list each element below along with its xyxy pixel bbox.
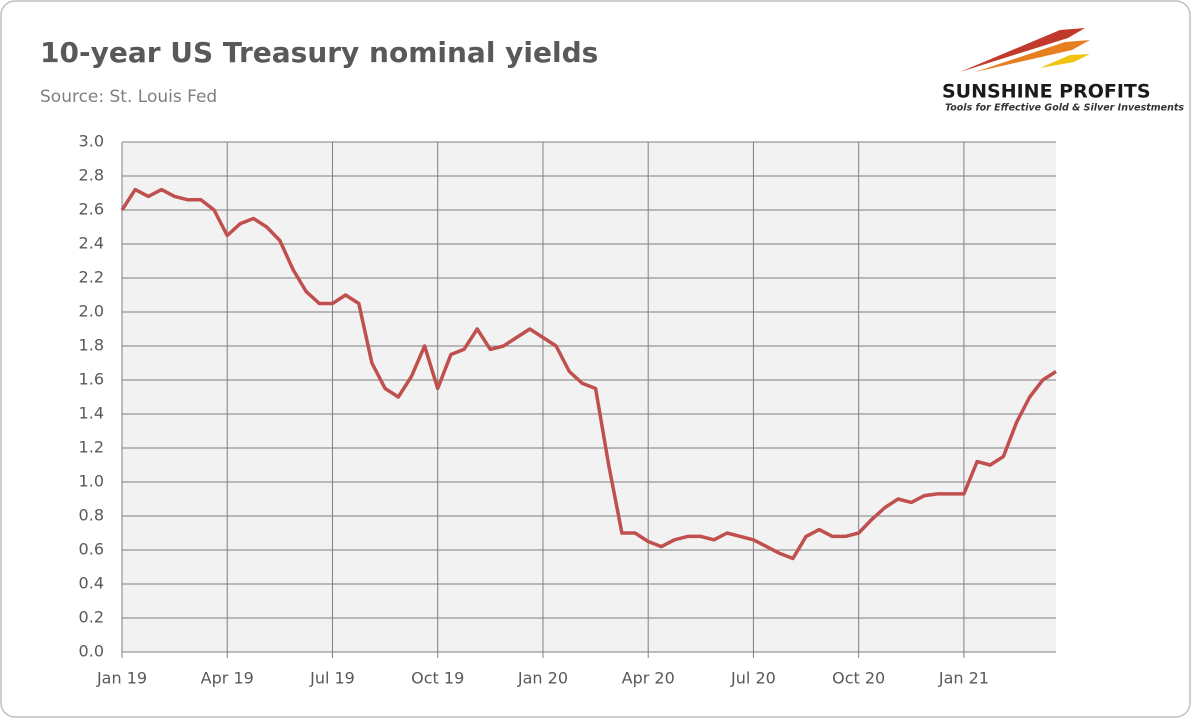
y-tick-label: 2.2 (79, 268, 104, 287)
x-tick-label: Jan 19 (96, 669, 147, 688)
y-tick-label: 1.0 (79, 472, 104, 491)
x-tick-label: Apr 20 (622, 669, 675, 688)
x-tick-label: Oct 20 (832, 669, 885, 688)
y-tick-label: 0.8 (79, 506, 104, 525)
y-tick-label: 1.4 (79, 404, 104, 423)
y-tick-label: 2.6 (79, 200, 104, 219)
logo-tagline: Tools for Effective Gold & Silver Invest… (945, 103, 1184, 114)
x-tick-label: Jan 21 (938, 669, 989, 688)
logo-swoosh (960, 28, 1085, 72)
data-line (120, 187, 1057, 561)
y-tick-label: 2.4 (79, 234, 104, 253)
x-tick-label: Oct 19 (411, 669, 464, 688)
y-tick-label: 0.6 (79, 540, 104, 559)
y-tick-label: 0.2 (79, 608, 104, 627)
plot-area (122, 142, 1056, 652)
y-tick-label: 1.6 (79, 370, 104, 389)
y-tick-label: 2.8 (79, 166, 104, 185)
x-tick-label: Apr 19 (201, 669, 254, 688)
y-tick-label: 1.2 (79, 438, 104, 457)
x-tick-label: Jul 20 (730, 669, 776, 688)
y-tick-label: 0.0 (79, 642, 104, 661)
y-tick-label: 1.8 (79, 336, 104, 355)
logo-text: SUNSHINE PROFITS (942, 81, 1151, 103)
y-tick-label: 3.0 (79, 132, 104, 151)
y-tick-label: 2.0 (79, 302, 104, 321)
logo-swoosh (1040, 54, 1090, 68)
x-tick-label: Jan 20 (517, 669, 568, 688)
chart-title: 10-year US Treasury nominal yields (40, 36, 598, 69)
x-tick-label: Jul 19 (309, 669, 355, 688)
chart-subtitle: Source: St. Louis Fed (40, 87, 217, 107)
logo: SUNSHINE PROFITS Tools for Effective Gol… (942, 28, 1184, 114)
logo-swoosh (975, 40, 1090, 72)
y-tick-label: 0.4 (79, 574, 104, 593)
